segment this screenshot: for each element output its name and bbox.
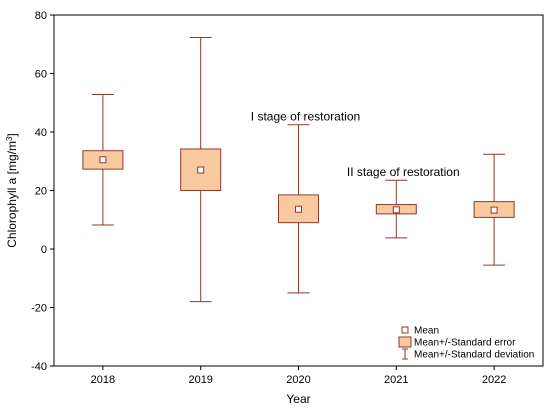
x-tick-label: 2018 [91,374,115,386]
mean-marker [392,206,400,214]
legend-label: Mean [414,326,439,337]
y-tick-label: -40 [31,361,47,373]
annotation-1: I stage of restoration [251,109,360,123]
x-tick-label: 2021 [384,374,408,386]
y-tick-label: 80 [35,10,47,22]
mean-marker [295,205,302,213]
box-2022 [473,153,515,266]
mean-marker [99,156,107,164]
box-2020 [278,124,319,294]
legend-mean-marker [401,326,409,334]
box-2021 [375,179,417,239]
x-tick-label: 2022 [482,374,506,386]
chart-marks [82,37,515,303]
legend-item-point: Mean [401,326,439,337]
y-axis-title: Chlorophyll a [mg/m3] [5,133,19,248]
y-tick-label: 40 [35,127,47,139]
box-2019 [180,37,222,303]
legend-item-whisker: Mean+/-Standard deviation [402,348,534,361]
x-tick-label: 2019 [188,374,212,386]
y-tick-label: -20 [31,303,47,315]
legend-se-box [398,336,412,348]
box-2018 [82,94,124,226]
y-tick-label: 60 [35,69,47,81]
y-tick-label: 0 [41,244,47,256]
legend-item-box: Mean+/-Standard error [398,336,516,349]
y-tick-label: 20 [35,186,47,198]
annotations: I stage of restoration II stage of restor… [251,109,460,179]
axes: -40 -20 0 20 40 60 80 2018 2019 2020 2021 2022 Year C… [5,10,544,406]
x-tick-label: 2020 [286,374,310,386]
legend-label: Mean+/-Standard error [414,338,516,349]
legend-label: Mean+/-Standard deviation [414,350,534,361]
x-axis-title: Year [286,392,310,406]
mean-marker [490,206,498,214]
mean-marker [197,166,205,174]
annotation-2: II stage of restoration [347,165,460,179]
